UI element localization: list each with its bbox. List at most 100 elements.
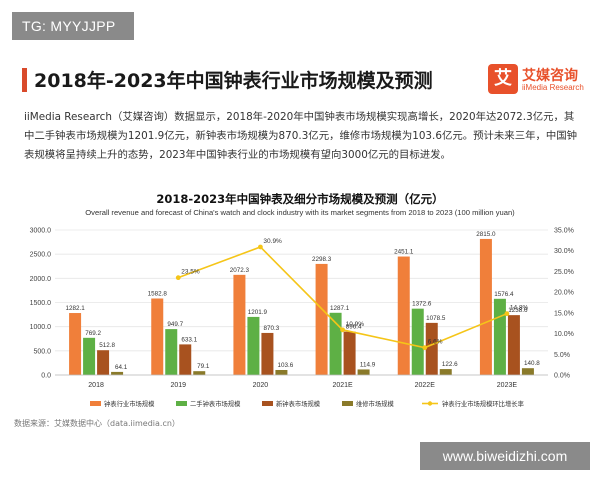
- telegram-badge: TG: MYYJJPP: [12, 12, 134, 40]
- bar: [97, 350, 110, 375]
- legend-swatch: [90, 401, 101, 406]
- growth-rate-point: [175, 275, 181, 281]
- bar-value-label: 2298.3: [312, 256, 332, 263]
- y-tick-label: 2000.0: [30, 276, 52, 283]
- bar: [479, 238, 492, 375]
- bar-value-label: 140.8: [524, 360, 540, 367]
- y-tick-label: 1000.0: [30, 324, 52, 331]
- bar: [411, 308, 424, 375]
- growth-rate-point: [422, 345, 428, 351]
- legend-swatch: [262, 401, 273, 406]
- logo-mark: 艾: [488, 64, 518, 94]
- bar-value-label: 79.1: [197, 363, 210, 370]
- bar: [247, 316, 260, 375]
- bar: [315, 263, 328, 375]
- x-tick-label: 2021E: [332, 382, 353, 389]
- bar: [233, 274, 246, 375]
- chart-subtitle: Overall revenue and forecast of China's …: [85, 208, 515, 217]
- y2-tick-label: 15.0%: [554, 310, 574, 317]
- legend-label: 钟表行业市场规模环比增长率: [442, 399, 524, 408]
- logo-name-cn: 艾媒咨询: [522, 68, 578, 84]
- bar: [261, 332, 274, 375]
- chart-title: 2018-2023年中国钟表及细分市场规模及预测（亿元）: [156, 192, 444, 206]
- bar-value-label: 949.7: [167, 321, 183, 328]
- y2-tick-label: 10.0%: [554, 331, 574, 338]
- growth-rate-point: [258, 244, 263, 250]
- bar: [151, 298, 164, 375]
- legend-label: 维修市场规模: [356, 399, 394, 408]
- y-tick-label: 500.0: [33, 348, 51, 355]
- bar-value-label: 1372.6: [412, 301, 432, 308]
- legend-swatch: [176, 401, 187, 406]
- bar-value-label: 2451.1: [394, 249, 414, 256]
- bar-value-label: 633.1: [181, 336, 197, 343]
- bar: [357, 369, 370, 375]
- growth-rate-label: 6.6%: [428, 339, 443, 346]
- bar: [275, 369, 288, 375]
- bar-value-label: 1201.9: [248, 309, 268, 316]
- bar-value-label: 1282.1: [65, 305, 85, 312]
- y-tick-label: 0.0: [41, 373, 51, 380]
- y2-tick-label: 30.0%: [554, 248, 574, 255]
- growth-rate-label: 30.9%: [263, 238, 282, 245]
- bar: [179, 344, 192, 375]
- bar-value-label: 1238.6: [508, 307, 528, 314]
- bar-value-label: 896.4: [346, 324, 362, 331]
- y-tick-label: 3000.0: [30, 228, 52, 235]
- site-watermark: www.biweidizhi.com: [420, 442, 590, 470]
- bar: [439, 369, 452, 375]
- legend-label: 钟表行业市场规模: [104, 399, 155, 408]
- bar-value-label: 2072.3: [230, 267, 250, 274]
- bar-value-label: 122.6: [442, 361, 458, 368]
- legend-label: 二手钟表市场规模: [190, 399, 241, 408]
- y-tick-label: 2500.0: [30, 252, 52, 259]
- x-tick-label: 2018: [88, 382, 104, 389]
- y2-tick-label: 0.0%: [554, 373, 570, 380]
- bar: [425, 322, 438, 375]
- growth-rate-line: [177, 246, 508, 349]
- y2-tick-label: 25.0%: [554, 269, 574, 276]
- bar: [397, 256, 410, 375]
- logo-name-en: iiMedia Research: [522, 83, 584, 92]
- bar-value-label: 2815.0: [476, 231, 496, 238]
- bar-value-label: 769.2: [85, 330, 101, 337]
- growth-rate-label: 14.8%: [510, 305, 529, 312]
- x-tick-label: 2020: [253, 382, 269, 389]
- y2-tick-label: 20.0%: [554, 290, 574, 297]
- bar-value-label: 114.9: [360, 361, 376, 368]
- bar: [193, 371, 206, 375]
- bar: [111, 371, 124, 375]
- bar: [343, 331, 356, 375]
- y-tick-label: 1500.0: [30, 300, 52, 307]
- data-source: 数据来源：艾媒数据中心（data.iimedia.cn）: [14, 419, 180, 428]
- x-tick-label: 2022E: [415, 382, 436, 389]
- legend-label: 新钟表市场规模: [276, 399, 321, 408]
- bar: [165, 329, 178, 375]
- bar: [83, 337, 96, 375]
- bar-value-label: 870.3: [264, 325, 280, 332]
- legend-line-marker: [427, 401, 433, 406]
- growth-rate-point: [340, 327, 345, 333]
- x-tick-label: 2019: [170, 382, 186, 389]
- page-title: 2018年-2023年中国钟表行业市场规模及预测: [34, 70, 433, 92]
- market-size-chart: 0.0 500.0 1000.0 1500.0 2000.0 2500.0 3000.0 0.…: [30, 228, 574, 409]
- bar-value-label: 512.8: [99, 342, 115, 349]
- growth-rate-label: 23.5%: [181, 269, 200, 276]
- growth-rate-point: [504, 311, 510, 317]
- bar: [493, 298, 506, 375]
- x-tick-label: 2023E: [497, 382, 518, 389]
- title-accent-bar: [22, 68, 27, 92]
- bar: [521, 368, 534, 375]
- y2-tick-label: 35.0%: [554, 228, 574, 235]
- y2-tick-label: 5.0%: [554, 352, 570, 359]
- bar-value-label: 103.6: [278, 362, 294, 369]
- bar: [329, 312, 342, 375]
- bar-value-label: 1287.1: [330, 305, 350, 312]
- bar-value-label: 1582.8: [148, 290, 168, 297]
- intro-paragraph: iiMedia Research（艾媒咨询）数据显示，2018年-2020年中国…: [24, 111, 578, 161]
- bar-value-label: 1078.5: [426, 315, 446, 322]
- bar-value-label: 64.1: [115, 364, 128, 371]
- bar: [69, 313, 82, 375]
- bar-value-label: 1576.4: [494, 291, 514, 298]
- growth-rate-label: 10.9%: [346, 321, 365, 328]
